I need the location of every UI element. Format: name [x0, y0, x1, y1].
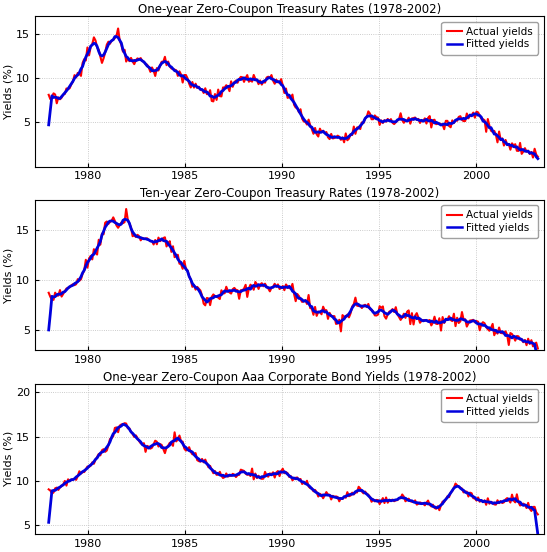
- Y-axis label: Yields (%): Yields (%): [3, 431, 13, 486]
- Y-axis label: Yields (%): Yields (%): [3, 247, 14, 302]
- Legend: Actual yields, Fitted yields: Actual yields, Fitted yields: [441, 205, 538, 238]
- Title: Ten-year Zero-Coupon Treasury Rates (1978-2002): Ten-year Zero-Coupon Treasury Rates (197…: [139, 187, 439, 200]
- Title: One-year Zero-Coupon Aaa Corporate Bond Yields (1978-2002): One-year Zero-Coupon Aaa Corporate Bond …: [103, 370, 476, 384]
- Legend: Actual yields, Fitted yields: Actual yields, Fitted yields: [441, 22, 538, 55]
- Legend: Actual yields, Fitted yields: Actual yields, Fitted yields: [441, 389, 538, 422]
- Title: One-year Zero-Coupon Treasury Rates (1978-2002): One-year Zero-Coupon Treasury Rates (197…: [138, 3, 441, 17]
- Y-axis label: Yields (%): Yields (%): [3, 64, 14, 119]
